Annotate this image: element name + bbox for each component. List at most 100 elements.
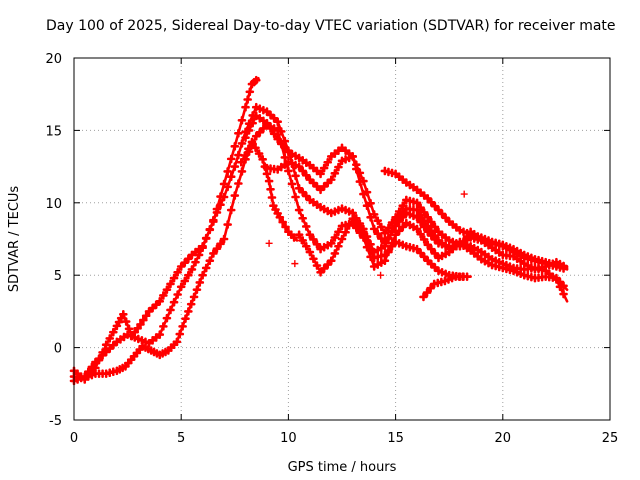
data-point — [412, 198, 422, 208]
data-point — [387, 227, 397, 237]
data-point — [187, 265, 197, 274]
data-point — [394, 207, 404, 216]
data-point — [151, 300, 161, 309]
data-point — [237, 139, 247, 148]
data-point — [264, 176, 274, 186]
data-point — [169, 273, 179, 283]
data-point — [341, 227, 350, 237]
data-point — [184, 270, 193, 280]
data-point — [109, 327, 118, 337]
data-point — [298, 213, 307, 223]
isolated-data-point — [297, 236, 305, 244]
data-point — [273, 126, 282, 135]
data-point — [280, 153, 290, 162]
data-point — [195, 278, 205, 287]
data-point — [223, 220, 232, 229]
data-point — [319, 264, 329, 273]
data-point — [359, 227, 368, 237]
series-track-1 — [69, 75, 261, 384]
data-point — [366, 212, 375, 222]
data-point — [173, 290, 182, 299]
data-point — [284, 166, 293, 176]
data-point — [423, 240, 433, 250]
data-point — [326, 239, 336, 248]
data-point — [175, 329, 185, 339]
data-point — [234, 128, 243, 138]
data-point — [205, 256, 215, 266]
data-point — [419, 292, 428, 302]
data-point — [305, 175, 315, 184]
data-point — [427, 244, 436, 254]
data-point — [144, 307, 154, 316]
data-point — [169, 297, 179, 307]
data-point — [194, 250, 204, 260]
data-point — [366, 244, 375, 254]
isolated-data-point — [460, 190, 468, 198]
data-point — [309, 235, 318, 244]
data-point — [423, 256, 433, 266]
isolated-points-group — [265, 190, 468, 279]
x-tick-label: 0 — [70, 431, 78, 446]
data-point — [281, 222, 290, 232]
data-point — [384, 233, 393, 242]
y-tick-label: 15 — [45, 124, 62, 139]
data-point — [369, 224, 379, 234]
data-point — [422, 288, 432, 297]
data-point — [348, 214, 358, 224]
data-point — [380, 239, 390, 248]
data-point — [191, 257, 200, 267]
data-point — [248, 118, 257, 128]
data-point — [430, 249, 440, 258]
data-point — [212, 244, 222, 253]
data-point — [427, 231, 436, 240]
data-point — [251, 143, 260, 153]
data-point — [159, 291, 168, 300]
data-point — [139, 315, 148, 325]
isolated-data-point — [291, 260, 299, 268]
data-point — [301, 170, 311, 180]
data-point — [555, 277, 565, 287]
x-axis-label: GPS time / hours — [288, 460, 397, 475]
data-point — [266, 124, 275, 133]
data-point — [273, 134, 282, 144]
data-point — [416, 229, 425, 239]
data-point — [387, 218, 397, 227]
data-point — [198, 270, 207, 280]
data-point — [287, 179, 297, 189]
data-point — [459, 237, 468, 246]
grid-lines — [74, 58, 610, 420]
data-point — [298, 187, 307, 197]
data-point — [441, 213, 450, 223]
y-tick-label: 0 — [54, 342, 62, 357]
data-point — [189, 292, 199, 302]
series-track-7 — [294, 214, 472, 281]
series-line — [239, 140, 299, 242]
data-point — [201, 234, 211, 243]
data-point — [301, 241, 311, 251]
data-point — [384, 246, 393, 255]
data-point — [298, 166, 307, 176]
data-point — [254, 149, 264, 158]
data-point — [552, 273, 561, 283]
data-point — [155, 296, 165, 306]
data-point — [398, 212, 408, 222]
data-point — [337, 234, 347, 244]
data-point — [266, 184, 275, 194]
data-point — [136, 320, 145, 329]
data-point — [334, 227, 343, 237]
data-point — [427, 217, 436, 227]
data-point — [294, 184, 304, 193]
data-point — [426, 283, 435, 293]
data-point — [380, 250, 390, 260]
isolated-data-point — [265, 239, 273, 247]
data-point — [430, 201, 440, 211]
data-point — [234, 150, 243, 160]
data-point — [234, 179, 243, 188]
data-point — [359, 189, 368, 199]
series-track-8 — [419, 272, 468, 302]
data-point — [437, 209, 447, 219]
data-point — [267, 193, 277, 202]
data-point — [351, 164, 361, 174]
data-point — [186, 299, 196, 309]
